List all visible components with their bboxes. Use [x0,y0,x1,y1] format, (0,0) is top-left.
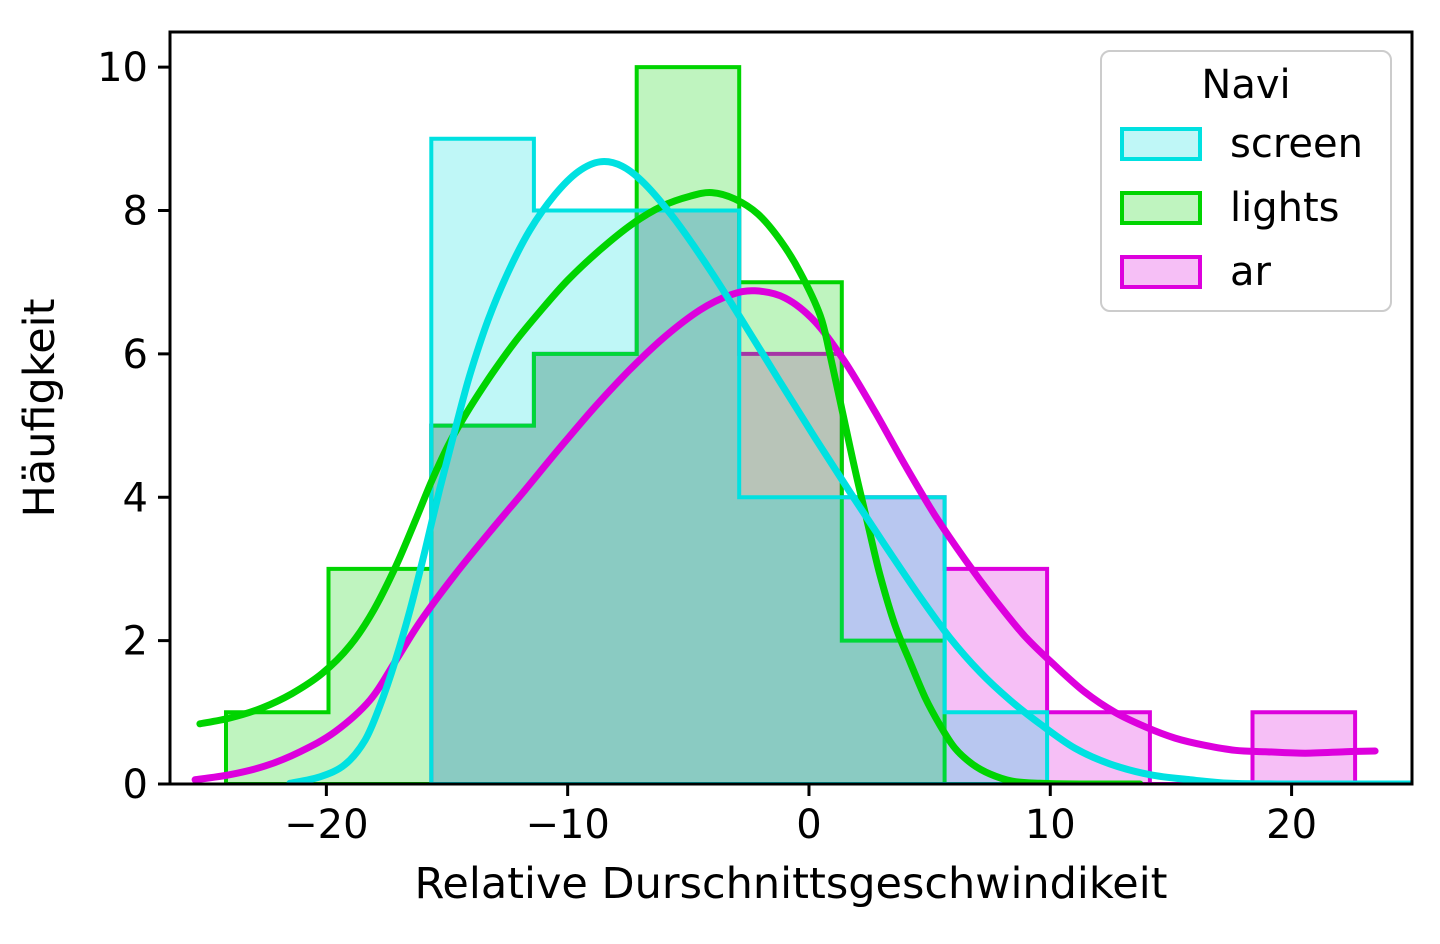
x-axis-label: Relative Durschnittsgeschwindikeit [414,859,1168,909]
legend-item-ar: ar [1120,250,1390,294]
legend: Navi screen lights ar [1100,50,1392,312]
legend-swatch-screen [1120,127,1202,161]
legend-title: Navi [1201,62,1291,108]
plot-area [191,65,1412,784]
legend-label-ar: ar [1230,249,1271,295]
series-lights-bars [224,65,947,784]
legend-swatch-lights [1120,191,1202,225]
x-tick-label: 0 [796,802,821,848]
axes-spines [168,30,1414,786]
y-tick-label: 2 [123,619,148,665]
y-tick-label: 0 [123,762,148,808]
x-tick-label: −10 [525,802,609,848]
y-axis-label: Häufigkeit [15,298,65,518]
y-tick-label: 4 [123,475,148,521]
x-tick-label: −20 [284,802,368,848]
series-lights-kde-curve [196,189,1144,784]
legend-label-lights: lights [1230,185,1340,231]
legend-item-screen: screen [1120,122,1390,166]
y-tick-label: 6 [123,332,148,378]
legend-label-screen: screen [1230,121,1363,167]
legend-item-lights: lights [1120,186,1390,230]
series-screen-kde-curve [286,158,1412,784]
y-tick-label: 10 [97,45,148,91]
x-tick-label: 20 [1266,802,1317,848]
x-tick-label: 10 [1025,802,1076,848]
legend-swatch-ar [1120,255,1202,289]
y-tick-label: 8 [123,189,148,235]
